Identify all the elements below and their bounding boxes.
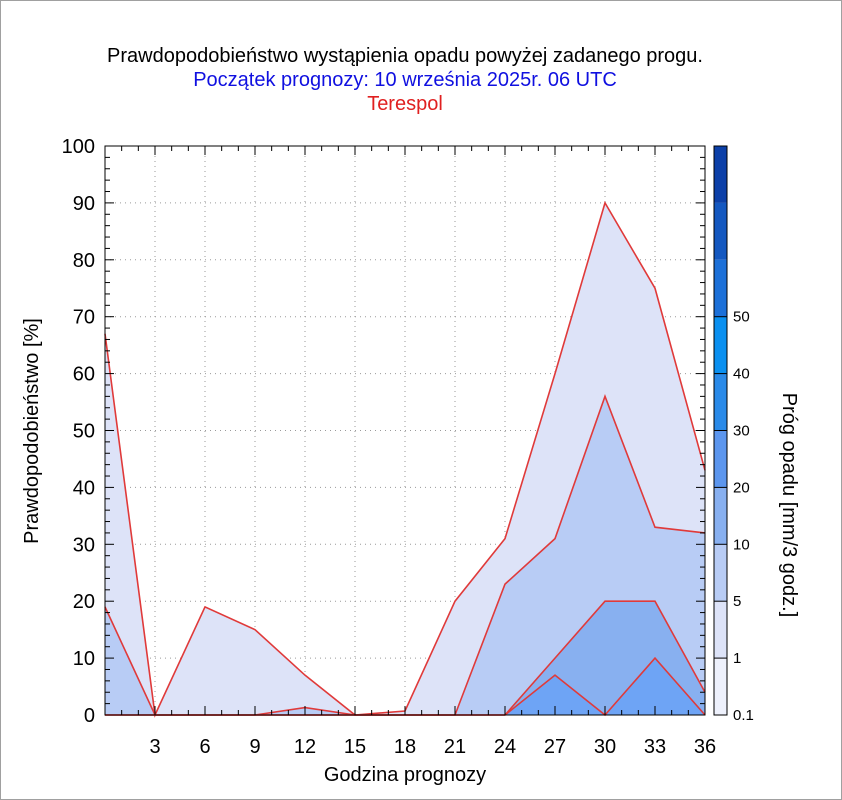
y-tick-label: 60: [73, 364, 95, 386]
y-tick-label: 50: [73, 421, 95, 443]
colorbar-tick-label: 10: [733, 536, 750, 553]
x-tick-label: 18: [394, 736, 416, 758]
y-tick-label: 20: [73, 591, 95, 613]
x-tick-label: 3: [149, 736, 160, 758]
colorbar-segment: [714, 373, 727, 431]
x-axis-title: Godzina prognozy: [324, 764, 486, 786]
y-tick-label: 0: [84, 705, 95, 727]
colorbar-segment: [714, 146, 727, 203]
colorbar-segment: [714, 544, 727, 602]
axes: 3 6 9 12 15 18 21 24 27 30 33 360102030405060708090…: [62, 136, 717, 758]
x-tick-label: 15: [344, 736, 366, 758]
y-axis-title: Prawdopodobieństwo [%]: [21, 318, 43, 544]
chart-title: Prawdopodobieństwo wystąpienia opadu pow…: [107, 45, 703, 67]
x-tick-label: 36: [694, 736, 716, 758]
x-tick-label: 12: [294, 736, 316, 758]
y-tick-label: 10: [73, 648, 95, 670]
colorbar-segment: [714, 601, 727, 659]
chart-location: Terespol: [367, 93, 443, 115]
colorbar-tick-label: 50: [733, 309, 750, 326]
colorbar-tick-label: 0.1: [733, 707, 754, 724]
chart-subtitle: Początek prognozy: 10 września 2025r. 06…: [193, 69, 617, 91]
series-area-1: [105, 396, 705, 715]
colorbar-title: Próg opadu [mm/3 godz.]: [778, 393, 800, 618]
y-tick-label: 30: [73, 534, 95, 556]
x-tick-label: 6: [199, 736, 210, 758]
x-tick-label: 30: [594, 736, 616, 758]
colorbar-tick-label: 20: [733, 479, 750, 496]
y-tick-label: 40: [73, 477, 95, 499]
colorbar: 0.1 1 5 10 20 30 40 50: [713, 145, 754, 724]
colorbar-tick-label: 30: [733, 423, 750, 440]
y-tick-label: 70: [73, 307, 95, 329]
colorbar-segment: [714, 202, 727, 260]
x-tick-label: 9: [249, 736, 260, 758]
colorbar-tick-label: 5: [733, 593, 741, 610]
colorbar-segment: [714, 658, 727, 715]
x-tick-label: 21: [444, 736, 466, 758]
colorbar-segment: [714, 316, 727, 374]
colorbar-tick-label: 40: [733, 366, 750, 383]
colorbar-segment: [714, 487, 727, 545]
colorbar-tick-label: 1: [733, 650, 741, 667]
y-tick-label: 100: [62, 136, 95, 158]
y-tick-label: 90: [73, 193, 95, 215]
series-area-10: [105, 658, 705, 715]
y-tick-label: 80: [73, 250, 95, 272]
colorbar-segment: [714, 259, 727, 317]
x-tick-label: 27: [544, 736, 566, 758]
series-areas: [105, 202, 705, 715]
colorbar-segment: [714, 430, 727, 488]
x-tick-label: 33: [644, 736, 666, 758]
x-tick-label: 24: [494, 736, 516, 758]
